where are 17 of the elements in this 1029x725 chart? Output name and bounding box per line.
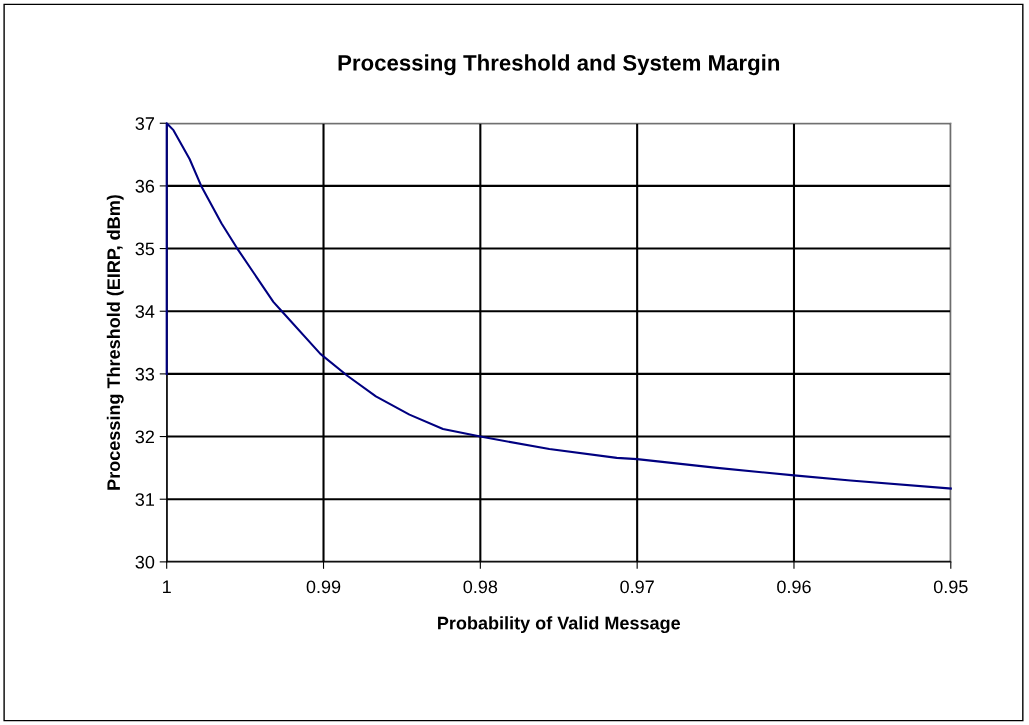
y-tick-label: 30 (135, 555, 155, 569)
x-tick-label: 0.95 (933, 580, 968, 594)
y-axis-title: Processing Threshold (EIRP, dBm) (106, 195, 124, 490)
y-tick-label: 33 (135, 367, 155, 381)
y-tick-label: 36 (135, 179, 155, 193)
y-tick-label: 31 (135, 493, 155, 506)
y-tick-label: 37 (135, 117, 154, 130)
x-tick-label: 0.98 (463, 580, 498, 594)
x-tick-label: 0.96 (777, 580, 811, 594)
x-tick-label: 1 (163, 580, 171, 594)
x-tick-label: 0.97 (620, 580, 654, 594)
y-tick-label: 32 (135, 430, 154, 444)
x-axis-title: Probability of Valid Message (438, 616, 681, 634)
y-tick-label: 34 (135, 305, 155, 318)
x-tick-label: 0.99 (306, 580, 341, 594)
chart-title: Processing Threshold and System Margin (338, 54, 780, 76)
y-tick-label: 35 (135, 242, 155, 256)
